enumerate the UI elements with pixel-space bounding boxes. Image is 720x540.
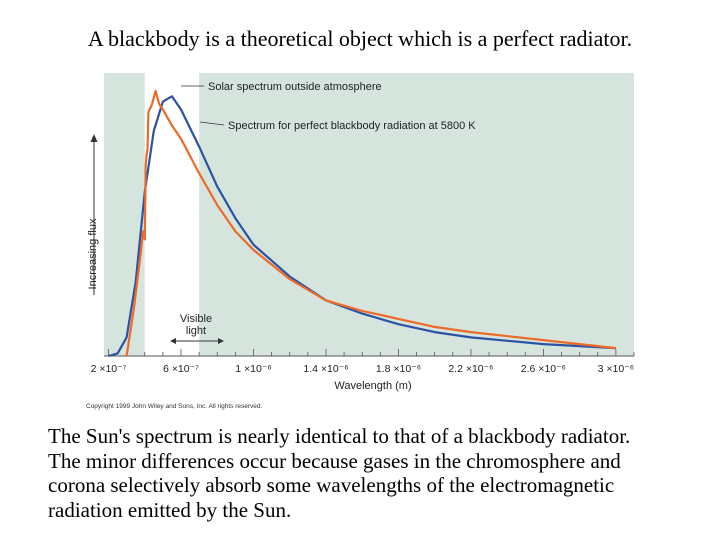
x-tick-label: 3 ×10⁻⁶ <box>598 363 634 375</box>
caption-line: corona selectively absorb some wavelengt… <box>48 473 615 497</box>
visible-arrow-left-head <box>170 338 176 344</box>
blackbody-legend-leader <box>199 121 225 126</box>
slide-caption: The Sun's spectrum is nearly identical t… <box>48 424 716 522</box>
x-axis-label: Wavelength (m) <box>334 380 411 392</box>
x-tick-label: 2.2 ×10⁻⁶ <box>448 363 493 375</box>
x-tick-label: 2 ×10⁻⁷ <box>91 363 127 375</box>
visible-band <box>144 73 200 356</box>
x-tick-labels: 2 ×10⁻⁷ 6 ×10⁻⁷ 1 ×10⁻⁶ 1.4 ×10⁻⁶ 1.8 ×10⁻⁶ 2… <box>91 363 635 375</box>
visible-light-label-line2: light <box>186 325 206 337</box>
copyright-note: Copyright 1999 John Wiley and Sons, Inc.… <box>86 403 263 410</box>
solar-legend-label: Solar spectrum outside atmosphere <box>208 81 382 93</box>
spectrum-figure: 2 ×10⁻⁷ 6 ×10⁻⁷ 1 ×10⁻⁶ 1.4 ×10⁻⁶ 1.8 ×10⁻⁶ 2… <box>86 73 635 410</box>
blackbody-legend-label: Spectrum for perfect blackbody radiation… <box>228 120 476 132</box>
x-tick-label: 1.8 ×10⁻⁶ <box>376 363 421 375</box>
y-axis-label: Increasing flux <box>87 218 99 289</box>
caption-line: The minor differences occur because gase… <box>48 448 621 473</box>
solar-curve <box>125 89 617 357</box>
y-axis-arrow-head <box>90 134 98 142</box>
x-tick-label: 6 ×10⁻⁷ <box>163 363 199 375</box>
x-tick-label: 2.6 ×10⁻⁶ <box>521 363 566 375</box>
slide-title: A blackbody is a theoretical object whic… <box>87 26 633 51</box>
caption-line: The Sun's spectrum is nearly identical t… <box>48 424 631 448</box>
x-tick-label: 1.4 ×10⁻⁶ <box>303 363 348 375</box>
x-tick-label: 1 ×10⁻⁶ <box>235 363 271 375</box>
visible-light-label-line1: Visible <box>180 313 212 325</box>
blackbody-curve <box>108 95 616 358</box>
x-ticks <box>108 349 635 356</box>
visible-arrow-right-head <box>218 338 224 344</box>
caption-line: radiation emitted by the Sun. <box>48 497 292 522</box>
